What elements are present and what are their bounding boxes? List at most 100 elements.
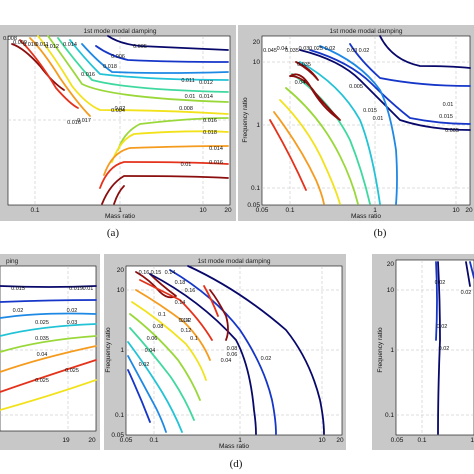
panel-d-contour-label: 0.1: [158, 312, 166, 318]
panel-e-x-tick: 1: [470, 437, 474, 444]
panel-d-contour-labels: 0.16 0.15 0.140.180.160.140.120.10.080.060…: [139, 270, 272, 368]
panel-b-contour-line: [299, 49, 471, 131]
panel-b-contour-line: [309, 49, 471, 125]
panel-b-contour-label: 0.005: [349, 84, 363, 90]
panel-b-x-tick: 0.1: [285, 207, 294, 214]
panel-a-contour-line: [11, 43, 65, 91]
panel-b-contour-label: 0.04: [295, 80, 306, 86]
panel-b-contour-label: 0.04: [277, 46, 288, 52]
panel-e-y-label: Frequency ratio: [377, 327, 384, 373]
panel-d-contour-line: [187, 265, 325, 435]
panel-b-contour-label: 0.045: [263, 48, 277, 54]
panel-a-contour-label: 0.01: [185, 94, 196, 100]
panel-c-x-tick: 20: [88, 437, 96, 444]
panel-a-contour-line: [107, 35, 229, 51]
panel-b-contour-line: [273, 111, 325, 205]
panel-d-y-tick: 0.05: [111, 432, 124, 439]
panel-c-contour-labels: 0.015 0.019 0.01 0.02 0.02 0.025 0.03 0.035 0.04…: [11, 286, 93, 384]
panel-b-contour-label: 0.005: [445, 128, 459, 134]
panel-d-y-tick: 10: [117, 287, 125, 294]
panel-a-contour-label: 0.014: [209, 146, 223, 152]
panel-b-x-label: Mass ratio: [351, 213, 381, 220]
panel-b-x-tick: 1: [373, 207, 377, 214]
panel-d-contour-label: 0.12: [181, 318, 192, 324]
panel-d-contour-line: [169, 269, 277, 435]
panel-c-contour-line: [0, 285, 97, 288]
panel-b-contour-line: [299, 61, 381, 205]
panel-c-contour-label: 0.025: [65, 368, 79, 374]
panel-d-contour-label: 0.02: [139, 362, 150, 368]
panel-a-contour-label: 0.006: [111, 54, 125, 60]
panel-a-contour-label: 0.004: [111, 108, 125, 114]
panel-d-contour-line: [149, 273, 257, 435]
panel-a-contour-line: [113, 185, 125, 205]
panel-b-contour-label: 0.025: [309, 46, 323, 52]
panel-a-contour-label: 0.009: [13, 40, 27, 46]
panel-e-contours: [435, 261, 474, 435]
panel-a-contour-label: 0.008: [3, 36, 17, 42]
panel-b-x-tick: 0.05: [256, 207, 269, 214]
panel-b: 1st mode modal damping 0.05 0.1 1 10 20 …: [238, 25, 474, 239]
panel-a-contour-line: [103, 145, 229, 176]
panel-d-contour-line: [127, 369, 151, 423]
panel-a-x-tick: 0.1: [30, 207, 39, 214]
panel-e: 0.05 0.1 1 0.1 1 10 20 Frequency ratio 0…: [372, 254, 474, 450]
panel-d-contour-line: [129, 327, 195, 421]
panel-b-y-label: Frequency ratio: [242, 97, 249, 143]
panel-c-contour-label: 0.025: [35, 320, 49, 326]
panel-c-contour-label: 0.01: [83, 286, 94, 292]
panel-d-contour-label: 0.06: [227, 352, 238, 358]
panel-b-contour-label: 0.03: [347, 48, 358, 54]
panel-a-contour-label: 0.005: [133, 44, 147, 50]
panel-a-contour-label: 0.011: [181, 78, 194, 84]
panel-a-contour-line: [99, 161, 229, 189]
panel-b-contour-label: 0.01: [443, 102, 454, 108]
panel-a-contour-line: [111, 130, 229, 163]
panel-b-x-tick: 10: [452, 207, 460, 214]
panel-e-y-tick: 20: [387, 261, 395, 268]
panel-c-contour-label: 0.02: [13, 308, 24, 314]
panel-d-contour-line: [139, 279, 213, 341]
panel-c-contour-line: [0, 379, 97, 411]
panel-b-contour-line: [379, 35, 471, 69]
panel-b-contour-labels: 0.045 0.040.035 0.03 0.025 0.020.0150.010.00…: [263, 46, 459, 134]
panel-c-contour-line: [0, 345, 97, 373]
panel-d-contour-label: 0.02: [261, 356, 272, 362]
panel-b-contour-label: 0.02: [359, 48, 370, 54]
panel-b-x-tick: 20: [465, 207, 473, 214]
panel-d: 1st mode modal damping 0.05 0.1 1 10 20 …: [104, 254, 346, 470]
panel-d-y-tick: 0.1: [115, 412, 124, 419]
panel-b-y-tick: 10: [253, 59, 261, 66]
panel-a-x-tick: 20: [224, 207, 232, 214]
panel-c-contour-label: 0.019: [69, 286, 83, 292]
panel-e-x-tick: 0.05: [391, 437, 404, 444]
panel-d-x-tick: 1: [238, 437, 242, 444]
panel-d-contour-label: 0.04: [221, 358, 232, 364]
panel-d-contour-label: 0.06: [147, 336, 158, 342]
panel-a-contour-line: [57, 37, 229, 93]
panel-a-contour-line: [101, 175, 229, 205]
panel-d-contour-label: 0.14: [165, 270, 176, 276]
panel-d-contour-label: 0.04: [145, 348, 156, 354]
panel-a-title: 1st mode modal damping: [84, 28, 157, 35]
panel-b-contour-label: 0.015: [439, 114, 453, 120]
panel-d-contour-label: 0.16: [185, 288, 196, 294]
panel-d-contour-label: 0.16: [139, 270, 150, 276]
panel-a-contour-label: 0.012: [199, 80, 213, 86]
panel-b-contour-label: 0.035: [297, 62, 311, 68]
panel-b-contour-line: [269, 119, 307, 191]
panel-b-y-tick: 1: [256, 122, 260, 129]
panel-d-contour-line: [135, 289, 211, 361]
panel-e-y-tick: 10: [387, 287, 395, 294]
panel-a-contour-label: 0.012: [45, 44, 59, 50]
panel-a-contour-label: 0.010: [23, 42, 37, 48]
panel-c-contour-label: 0.035: [35, 336, 49, 342]
panel-a-x-tick: 1: [118, 207, 122, 214]
panel-c-contour-line: [0, 335, 97, 353]
panel-a-contours: [11, 35, 229, 205]
panel-a-contour-line: [47, 35, 229, 103]
panel-d-contour-label: 0.14: [179, 318, 190, 324]
panel-b-contour-line: [279, 99, 341, 205]
